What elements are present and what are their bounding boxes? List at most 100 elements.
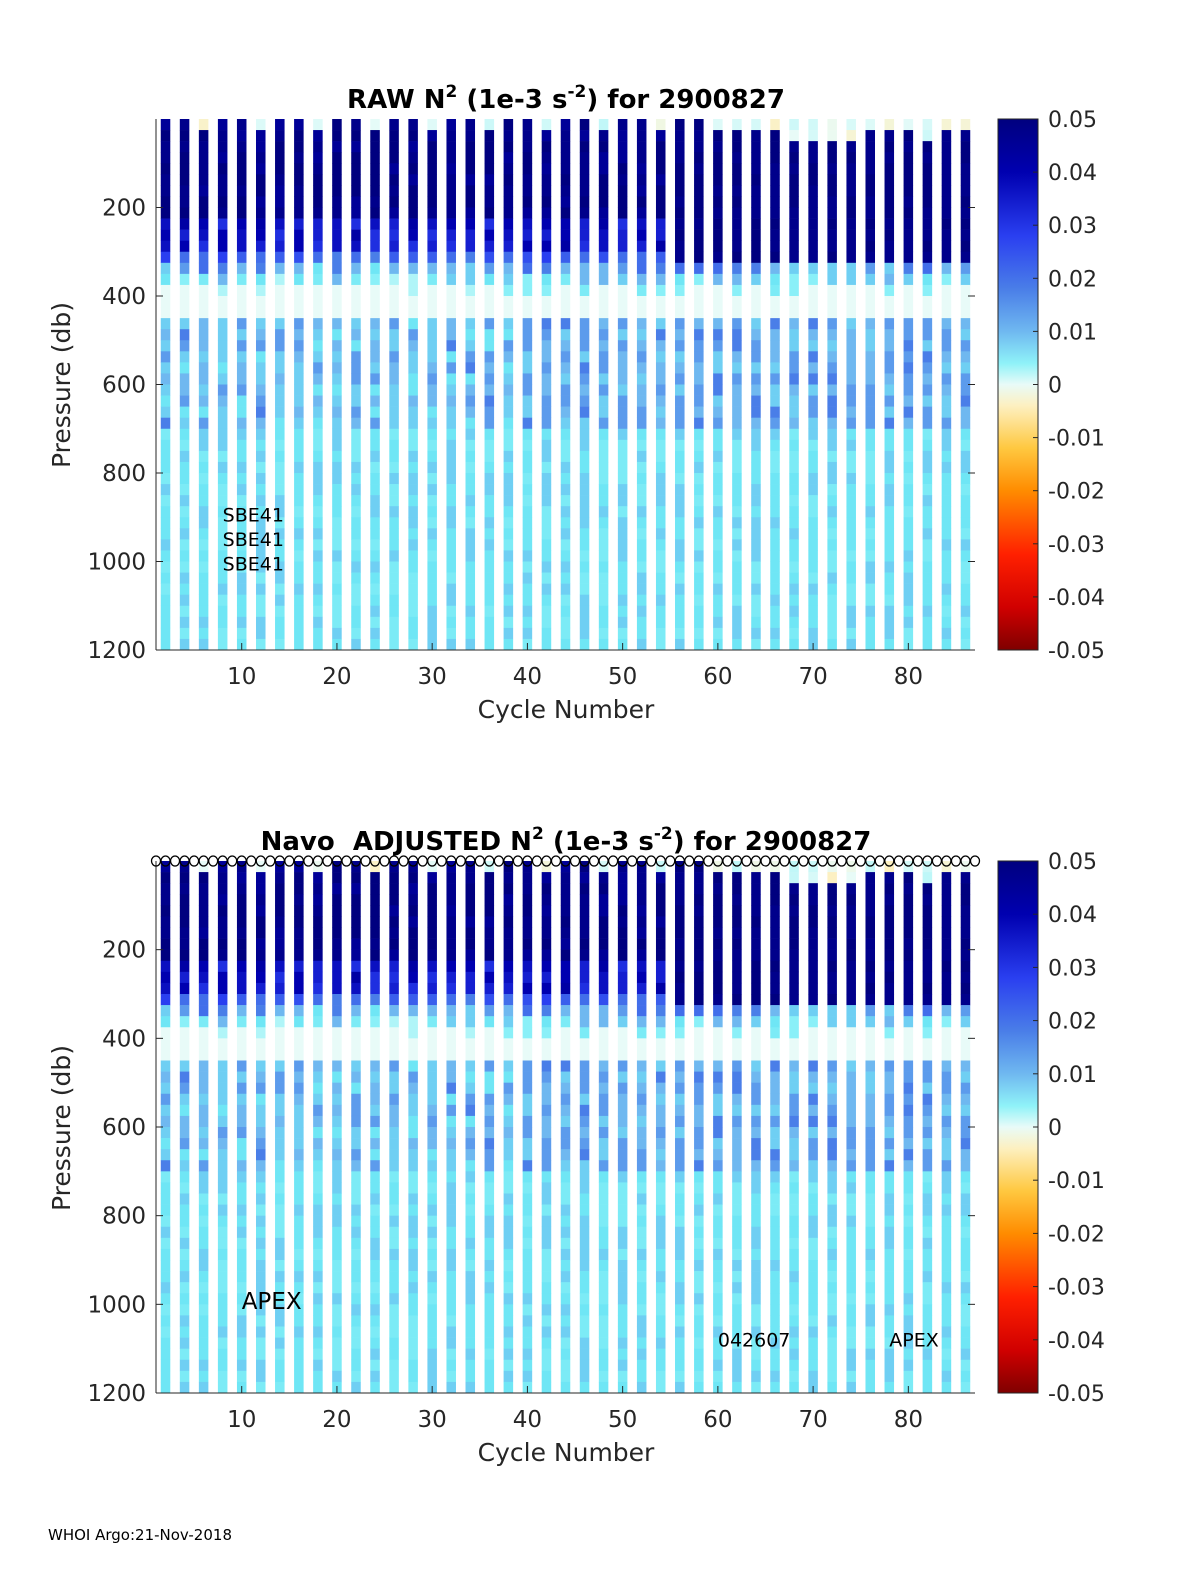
n2-cell	[732, 1182, 742, 1194]
n2-cell	[579, 1370, 590, 1383]
n2-cell	[808, 384, 818, 396]
n2-cell	[389, 960, 399, 973]
n2-cell	[370, 517, 380, 529]
n2-cell	[675, 982, 685, 995]
surface-marker	[931, 855, 943, 867]
n2-cell	[903, 130, 914, 142]
n2-cell	[694, 1282, 704, 1294]
n2-cell	[427, 395, 437, 407]
n2-cell	[922, 495, 933, 507]
n2-cell	[903, 307, 914, 319]
n2-cell	[884, 506, 895, 518]
n2-cell	[598, 395, 609, 407]
n2-cell	[217, 1237, 228, 1250]
n2-cell	[579, 982, 590, 995]
n2-cell	[313, 130, 323, 142]
n2-cell	[789, 539, 799, 551]
n2-cell	[332, 251, 342, 264]
n2-cell	[217, 517, 228, 529]
n2-cell	[941, 1293, 952, 1305]
profile-cycle-56	[675, 119, 685, 651]
n2-cell	[884, 484, 895, 496]
n2-cell	[941, 130, 952, 142]
n2-cell	[865, 119, 876, 131]
n2-cell	[179, 638, 190, 651]
n2-cell	[751, 616, 761, 629]
n2-cell	[827, 273, 837, 286]
n2-cell	[884, 362, 895, 374]
n2-cell	[865, 207, 876, 219]
n2-cell	[713, 1370, 723, 1383]
n2-cell	[427, 572, 437, 584]
n2-cell	[217, 351, 228, 363]
n2-cell	[865, 1370, 876, 1383]
n2-cell	[351, 473, 361, 485]
n2-cell	[255, 119, 266, 131]
n2-cell	[236, 1038, 247, 1050]
n2-cell	[789, 1237, 799, 1250]
n2-cell	[332, 1370, 342, 1383]
n2-cell	[808, 1348, 818, 1361]
n2-cell	[713, 1082, 723, 1095]
n2-cell	[694, 428, 704, 441]
n2-cell	[160, 517, 171, 529]
n2-cell	[827, 207, 837, 219]
n2-cell	[179, 927, 190, 939]
n2-cell	[541, 1315, 552, 1327]
n2-cell	[275, 905, 285, 917]
n2-cell	[541, 550, 552, 562]
n2-cell	[294, 594, 304, 607]
n2-cell	[370, 883, 380, 895]
n2-cell	[560, 861, 571, 873]
n2-cell	[236, 994, 247, 1006]
n2-cell	[446, 495, 456, 507]
n2-cell	[846, 905, 856, 917]
n2-cell	[255, 583, 266, 595]
n2-cell	[217, 450, 228, 463]
n2-cell	[198, 406, 209, 418]
n2-cell	[179, 1282, 190, 1294]
n2-cell	[465, 395, 476, 407]
n2-cell	[560, 495, 571, 507]
n2-cell	[636, 1182, 647, 1194]
n2-cell	[255, 484, 266, 496]
n2-cell	[713, 495, 723, 507]
n2-cell	[808, 340, 818, 352]
n2-cell	[732, 495, 742, 507]
n2-cell	[560, 1093, 571, 1106]
n2-cell	[846, 1005, 856, 1017]
n2-cell	[427, 406, 437, 418]
n2-cell	[370, 119, 380, 131]
n2-cell	[865, 1005, 876, 1017]
n2-cell	[789, 1038, 799, 1050]
n2-cell	[827, 284, 837, 297]
n2-cell	[655, 982, 666, 995]
n2-cell	[522, 1359, 533, 1372]
n2-cell	[675, 351, 685, 363]
n2-cell	[827, 185, 837, 197]
n2-cell	[522, 861, 533, 873]
n2-cell	[484, 539, 495, 551]
n2-cell	[865, 417, 876, 430]
n2-cell	[370, 484, 380, 496]
colorbar-tick-label: 0.05	[1048, 108, 1097, 133]
n2-cell	[694, 141, 704, 153]
n2-cell	[217, 572, 228, 584]
n2-cell	[884, 927, 895, 939]
n2-cell	[541, 1260, 552, 1272]
n2-cell	[351, 1016, 361, 1028]
n2-cell	[713, 550, 723, 562]
n2-cell	[808, 583, 818, 595]
n2-cell	[313, 517, 323, 529]
n2-cell	[503, 351, 514, 363]
n2-cell	[236, 1060, 247, 1072]
n2-cell	[903, 428, 914, 441]
n2-cell	[846, 417, 856, 430]
surface-marker	[703, 855, 714, 867]
n2-cell	[351, 406, 361, 418]
n2-cell	[694, 240, 704, 253]
n2-cell	[789, 351, 799, 363]
n2-cell	[294, 406, 304, 418]
n2-cell	[617, 141, 628, 153]
n2-cell	[751, 550, 761, 562]
